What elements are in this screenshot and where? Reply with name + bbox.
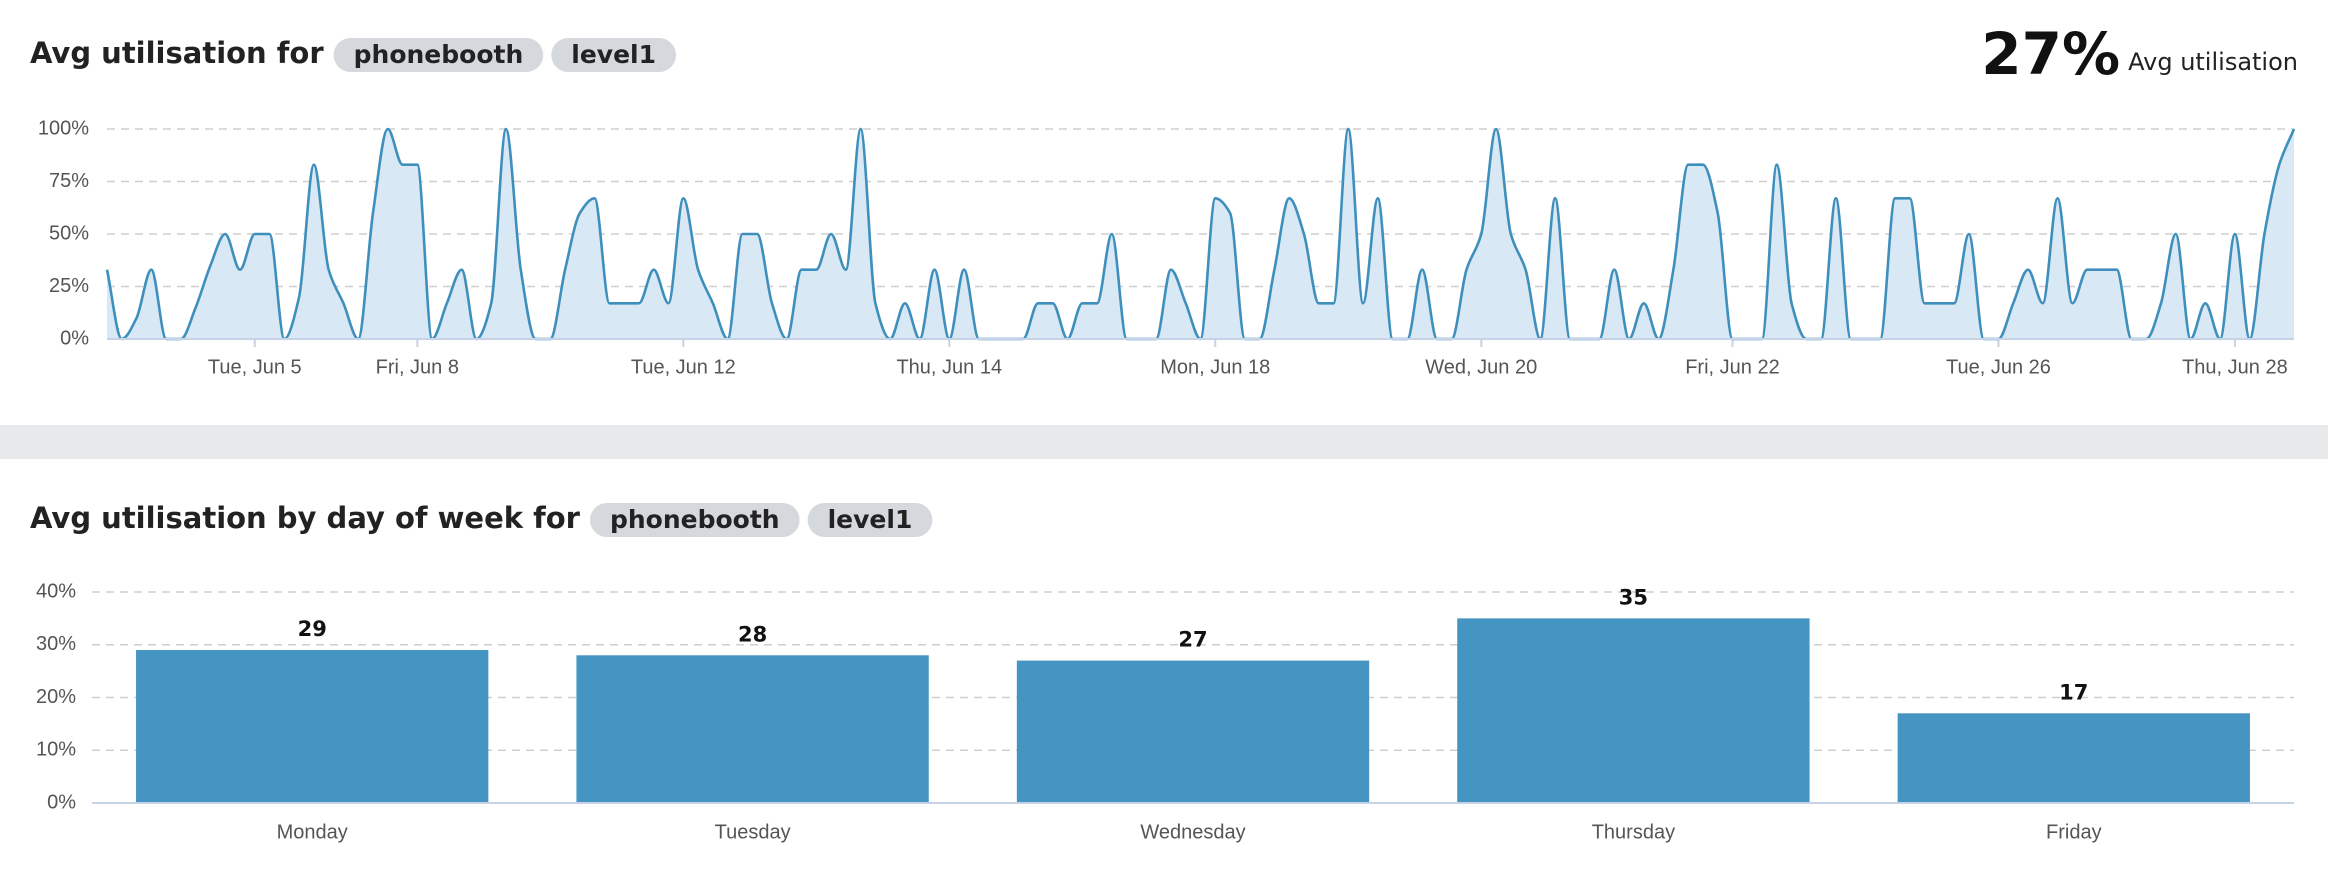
filter-pill bbox=[807, 503, 933, 537]
y-tick-label: 0% bbox=[47, 791, 76, 813]
x-tick-label: Friday bbox=[2046, 821, 2102, 843]
y-tick-label: 0% bbox=[60, 327, 89, 349]
data-label: 28 bbox=[738, 622, 767, 646]
bar bbox=[576, 655, 929, 803]
filter-pill-text: phonebooth bbox=[610, 505, 780, 534]
filter-pill bbox=[333, 38, 544, 72]
area-fill bbox=[107, 129, 2294, 339]
summary-value: 27% bbox=[1981, 20, 2120, 88]
y-tick-label: 30% bbox=[36, 633, 76, 655]
filter-pill-text: level1 bbox=[571, 40, 656, 69]
y-tick-label: 10% bbox=[36, 739, 76, 761]
filter-pill-text: phonebooth bbox=[354, 40, 524, 69]
x-tick-label: Thu, Jun 14 bbox=[896, 356, 1002, 378]
x-tick-label: Monday bbox=[277, 821, 348, 843]
x-tick-label: Wed, Jun 20 bbox=[1425, 356, 1537, 378]
data-label: 29 bbox=[298, 617, 327, 641]
y-tick-label: 75% bbox=[49, 170, 89, 192]
y-tick-label: 50% bbox=[49, 222, 89, 244]
filter-pill-text: level1 bbox=[828, 505, 913, 534]
y-tick-label: 20% bbox=[36, 686, 76, 708]
bar bbox=[136, 650, 489, 803]
x-tick-label: Tue, Jun 12 bbox=[631, 356, 736, 378]
line bbox=[105, 127, 2296, 341]
data-label: 27 bbox=[1178, 628, 1207, 652]
bar bbox=[1457, 618, 1810, 803]
x-tick-label: Wednesday bbox=[1140, 821, 1245, 843]
filter-pill bbox=[551, 38, 677, 72]
chart-title: Avg utilisation for bbox=[30, 36, 324, 70]
bar bbox=[1897, 713, 2250, 803]
x-tick-label: Tue, Jun 5 bbox=[208, 356, 302, 378]
data-label: 17 bbox=[2059, 680, 2088, 704]
y-tick-label: 40% bbox=[36, 580, 76, 602]
x-tick-label: Mon, Jun 18 bbox=[1160, 356, 1270, 378]
y-tick-label: 100% bbox=[38, 117, 89, 139]
filter-pill bbox=[589, 503, 800, 537]
data-label: 35 bbox=[1619, 585, 1648, 609]
y-tick-label: 25% bbox=[49, 275, 89, 297]
x-tick-label: Tue, Jun 26 bbox=[1946, 356, 2051, 378]
x-tick-label: Thu, Jun 28 bbox=[2182, 356, 2288, 378]
x-tick-label: Tuesday bbox=[715, 821, 791, 843]
chart-title: Avg utilisation by day of week for bbox=[30, 501, 581, 535]
x-tick-label: Thursday bbox=[1592, 821, 1675, 843]
x-tick-label: Fri, Jun 22 bbox=[1685, 356, 1779, 378]
x-tick-label: Fri, Jun 8 bbox=[376, 356, 459, 378]
bar bbox=[1016, 660, 1370, 803]
summary-caption: Avg utilisation bbox=[2128, 48, 2298, 76]
section-divider bbox=[0, 425, 2328, 459]
